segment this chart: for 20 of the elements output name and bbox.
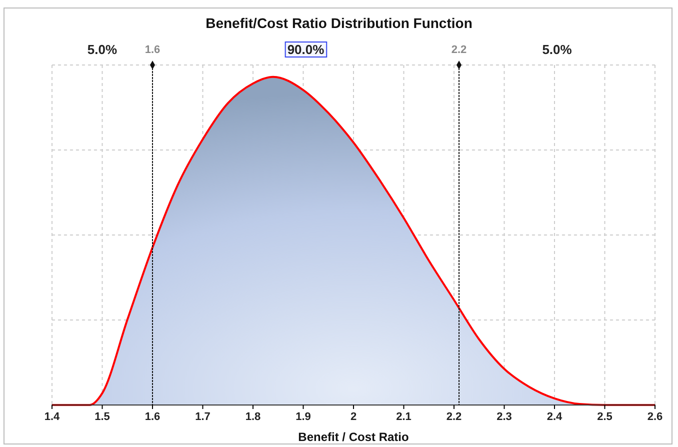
text: 90.0% <box>287 42 325 57</box>
text: 5.0% <box>542 42 572 57</box>
text: 5.0% <box>87 42 118 57</box>
x-tick-label: 2.3 <box>496 410 512 423</box>
x-tick-label: 1.9 <box>296 410 311 423</box>
x-tick-label: 2.5 <box>597 410 612 423</box>
x-tick-label: 1.7 <box>195 410 210 423</box>
x-tick-label: 1.8 <box>245 410 261 423</box>
x-tick-label: 2 <box>350 410 357 423</box>
x-tick-label: 1.4 <box>44 410 61 423</box>
x-tick-label: 2.1 <box>396 410 412 423</box>
x-tick-label: 2.6 <box>647 410 663 423</box>
x-tick-label: 1.5 <box>94 410 110 423</box>
chart-title: Benefit/Cost Ratio Distribution Function <box>206 15 472 31</box>
x-tick-label: 1.6 <box>144 410 160 423</box>
ref-line-label: 2.2 <box>451 44 467 56</box>
x-axis-title: Benefit / Cost Ratio <box>298 430 409 444</box>
ref-line-label: 1.6 <box>144 44 160 56</box>
x-tick-label: 2.4 <box>546 410 564 423</box>
x-tick-label: 2.2 <box>446 410 462 423</box>
